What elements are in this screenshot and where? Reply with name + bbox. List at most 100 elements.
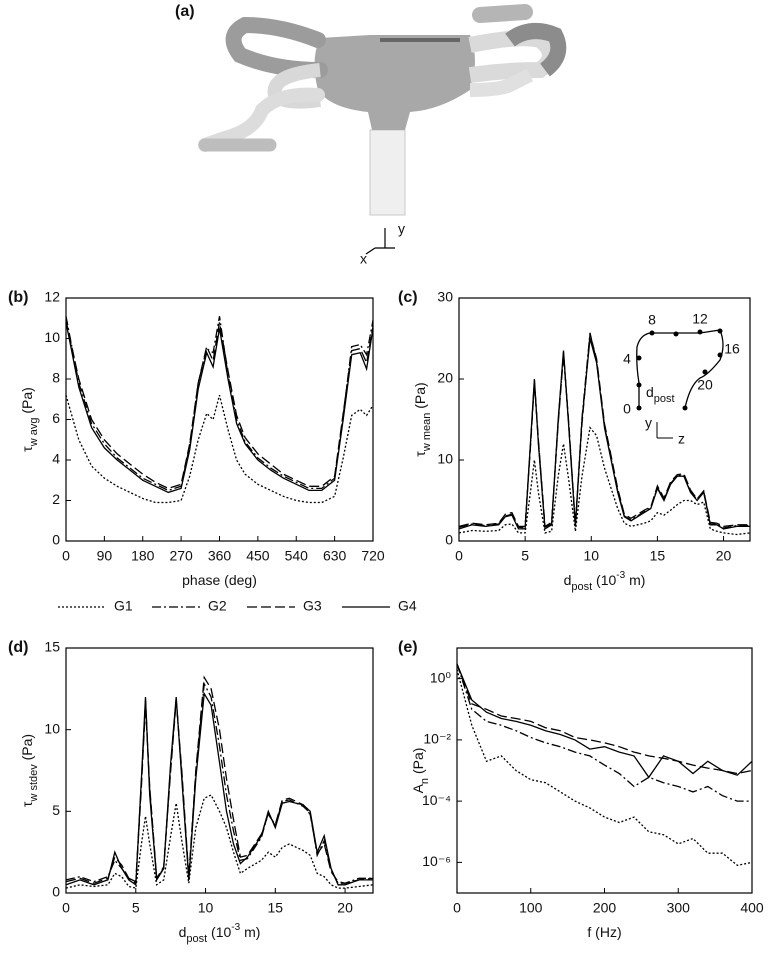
- label-part: τ: [19, 446, 35, 452]
- label-part: m): [625, 572, 645, 588]
- series-line: [65, 316, 374, 492]
- label-part: -3: [231, 922, 240, 933]
- inset-label: 12: [692, 311, 708, 327]
- x-tick-label: 400: [740, 900, 764, 916]
- y-tick-label: 10: [437, 451, 453, 467]
- series-line: [65, 691, 373, 887]
- x-tick-label: 100: [519, 900, 543, 916]
- label-part: post: [186, 933, 207, 945]
- x-tick-label: 0: [62, 548, 70, 564]
- series-line: [456, 663, 753, 775]
- y-tick-label: 2: [52, 491, 60, 507]
- axis-label: dpost (10-3 m): [564, 570, 646, 593]
- x-tick-label: 540: [285, 548, 309, 564]
- axis-label: τw stdev (Pa): [19, 734, 40, 807]
- y-tick-label: 15: [44, 639, 60, 655]
- label-part: d: [179, 924, 187, 940]
- x-tick-label: 200: [593, 900, 617, 916]
- inset-axis: y: [645, 415, 652, 431]
- x-tick-label: 0: [455, 548, 463, 564]
- legend-label: G2: [208, 598, 227, 614]
- label-part: (Pa): [410, 748, 426, 778]
- label-part: post: [571, 581, 592, 593]
- plot-frame: [458, 297, 751, 542]
- series-line: [458, 338, 750, 531]
- legend-label: G3: [303, 598, 322, 614]
- label-part: A: [410, 783, 426, 793]
- label-part: m): [240, 924, 260, 940]
- y-tick-label: 10: [44, 720, 60, 736]
- label-part: d: [564, 572, 572, 588]
- x-tick-label: 20: [337, 900, 353, 916]
- series-line: [456, 669, 753, 866]
- x-tick-label: 630: [323, 548, 347, 564]
- series-line: [456, 663, 753, 779]
- inset-axis: z: [678, 431, 685, 447]
- series-line: [458, 334, 750, 528]
- x-tick-label: 360: [208, 548, 232, 564]
- x-tick-label: 0: [453, 900, 461, 916]
- label-part: τ: [412, 451, 428, 457]
- series-line: [65, 675, 374, 885]
- x-tick-label: 15: [268, 900, 284, 916]
- inset-label: 0: [623, 401, 631, 417]
- series-line: [65, 395, 374, 504]
- x-tick-label: 90: [97, 548, 113, 564]
- label-part: phase (deg): [182, 572, 257, 588]
- label-part: d: [646, 384, 654, 400]
- y-tick-label: 0: [52, 532, 60, 548]
- y-tick-label: 10⁻²: [423, 731, 451, 747]
- plot-frame: [65, 647, 374, 894]
- axis-label: dpost (10-3 m): [179, 922, 261, 945]
- x-tick-label: 270: [169, 548, 193, 564]
- inset-label: 8: [648, 312, 656, 328]
- x-tick-label: 5: [132, 900, 140, 916]
- plot-frame: [65, 297, 374, 542]
- series-line: [65, 320, 374, 490]
- label-part: (Pa): [19, 387, 35, 417]
- label-part: w avg: [28, 418, 40, 448]
- axis-x-label: x: [360, 251, 367, 267]
- y-tick-label: 6: [52, 410, 60, 426]
- inset-label: 16: [724, 341, 740, 357]
- label-part: post: [654, 393, 675, 405]
- axis-label: An (Pa): [410, 748, 431, 794]
- inset-sketch: [636, 328, 724, 439]
- label-part: -3: [616, 570, 625, 581]
- x-tick-label: 10: [198, 900, 214, 916]
- y-tick-label: 10⁻⁴: [422, 792, 451, 808]
- y-tick-label: 10⁻⁶: [422, 853, 451, 869]
- panel-label: (d): [8, 639, 28, 656]
- axis-y-label: y: [398, 221, 405, 237]
- series-line: [458, 426, 751, 536]
- series-line: [456, 663, 752, 802]
- label-part: (Pa): [19, 734, 35, 764]
- inset-label: 4: [623, 351, 631, 367]
- legend-label: G4: [398, 598, 417, 614]
- y-tick-label: 0: [445, 532, 453, 548]
- y-tick-label: 10: [44, 329, 60, 345]
- y-tick-label: 8: [52, 370, 60, 386]
- axis-label: phase (deg): [182, 572, 257, 588]
- label-part: (10: [592, 572, 616, 588]
- legend-label: G1: [114, 598, 133, 614]
- inset-label: 20: [697, 377, 713, 393]
- y-tick-label: 5: [52, 802, 60, 818]
- x-tick-label: 5: [521, 548, 529, 564]
- label-part: τ: [19, 801, 35, 807]
- x-tick-label: 20: [716, 548, 732, 564]
- x-tick-label: 15: [650, 548, 666, 564]
- axis-label: τw mean (Pa): [412, 382, 433, 456]
- x-tick-label: 0: [62, 900, 70, 916]
- y-tick-label: 10⁰: [430, 669, 452, 685]
- label-part: f (Hz): [587, 924, 621, 940]
- x-tick-label: 10: [583, 548, 599, 564]
- y-tick-label: 4: [52, 451, 60, 467]
- x-tick-label: 450: [246, 548, 270, 564]
- x-tick-label: 180: [131, 548, 155, 564]
- label-part: (Pa): [412, 382, 428, 412]
- y-tick-label: 12: [44, 289, 60, 305]
- y-tick-label: 0: [52, 884, 60, 900]
- plot-frame: [456, 647, 753, 894]
